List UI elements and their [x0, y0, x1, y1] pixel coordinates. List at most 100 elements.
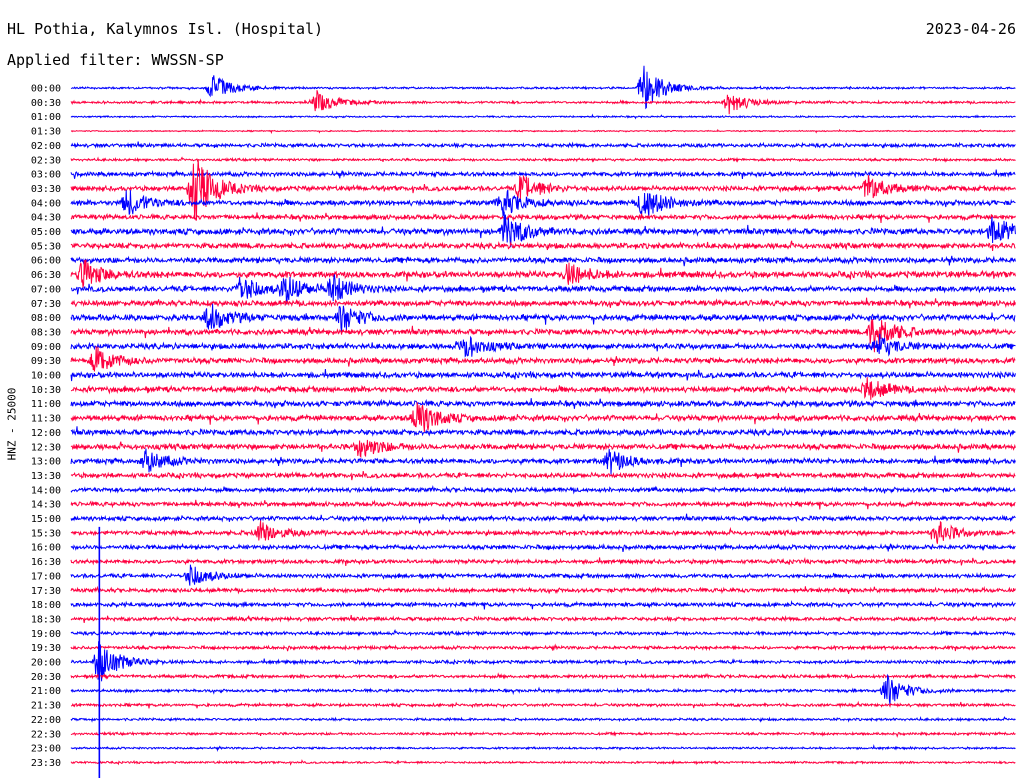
trace-line [70, 240, 1016, 251]
row-label: 01:30 [31, 127, 61, 138]
trace-line [70, 426, 1016, 438]
trace-line [70, 346, 1016, 372]
trace-line [70, 255, 1016, 267]
trace-line [70, 715, 1016, 723]
row-label: 01:00 [31, 112, 61, 123]
trace-line [70, 297, 1016, 309]
row-label: 09:00 [31, 342, 61, 353]
trace-line [70, 556, 1016, 566]
trace-line [70, 159, 1016, 221]
trace-line [70, 113, 1016, 120]
row-label: 18:30 [31, 614, 61, 625]
row-label: 17:00 [31, 571, 61, 582]
row-label: 05:00 [31, 227, 61, 238]
trace-line [70, 520, 1016, 544]
station-title: HL Pothia, Kalymnos Isl. (Hospital) [7, 20, 324, 38]
traces [70, 65, 1016, 778]
trace-line [70, 564, 1016, 586]
row-label: 06:30 [31, 270, 61, 281]
row-label: 04:30 [31, 213, 61, 224]
row-label: 03:30 [31, 184, 61, 195]
row-label: 07:30 [31, 299, 61, 310]
row-label: 22:00 [31, 715, 61, 726]
row-label: 16:00 [31, 543, 61, 554]
trace-line [70, 333, 1016, 358]
trace-line [70, 641, 1016, 682]
trace-line [71, 274, 1016, 305]
trace-line [70, 448, 1016, 475]
row-label: 15:30 [31, 528, 61, 539]
trace-line [70, 128, 1016, 135]
row-label: 13:00 [31, 457, 61, 468]
row-label: 00:00 [31, 84, 61, 95]
trace-line [70, 484, 1016, 495]
row-label: 06:00 [31, 256, 61, 267]
row-label: 18:00 [31, 600, 61, 611]
row-label: 14:30 [31, 500, 61, 511]
trace-line [70, 259, 1016, 288]
row-label: 19:00 [31, 629, 61, 640]
trace-line [70, 65, 1016, 110]
row-label: 08:30 [31, 327, 61, 338]
row-label: 02:30 [31, 155, 61, 166]
trace-line [70, 759, 1016, 766]
row-label: 20:00 [31, 658, 61, 669]
row-label: 04:00 [31, 198, 61, 209]
row-label: 09:30 [31, 356, 61, 367]
row-label: 15:00 [31, 514, 61, 525]
row-label: 13:30 [31, 471, 61, 482]
trace-line [70, 303, 1016, 333]
row-label: 07:00 [31, 284, 61, 295]
row-label: 20:30 [31, 672, 61, 683]
trace-line [70, 90, 1016, 115]
plot-date: 2023-04-26 [925, 20, 1016, 38]
row-label: 11:30 [31, 414, 61, 425]
trace-line [70, 499, 1016, 510]
row-label: 22:30 [31, 729, 61, 740]
trace-line [70, 189, 1016, 219]
trace-line [70, 629, 1016, 638]
trace-line [70, 398, 1016, 409]
row-label: 21:30 [31, 701, 61, 712]
row-label: 10:00 [31, 371, 61, 382]
trace-line [70, 470, 1016, 481]
trace-line [70, 673, 1016, 705]
trace-line [70, 730, 1016, 738]
trace-line [70, 211, 1016, 248]
row-label: 02:00 [31, 141, 61, 152]
row-label: 23:30 [31, 758, 61, 769]
row-label: 12:00 [31, 428, 61, 439]
trace-line [70, 156, 1016, 163]
trace-line [70, 318, 1016, 353]
trace-line [70, 169, 1016, 179]
row-label: 17:30 [31, 586, 61, 597]
trace-line [70, 212, 1016, 223]
trace-line [70, 377, 1016, 400]
trace-line [70, 643, 1016, 652]
trace-line [70, 672, 1016, 680]
row-labels: 00:00 00:30 01:00 01:30 02:00 02:30 03:00 03:30… [31, 84, 61, 769]
row-label: 23:00 [31, 744, 61, 755]
trace-line [70, 513, 1016, 524]
row-label: 08:00 [31, 313, 61, 324]
row-label: 00:30 [31, 98, 61, 109]
row-label: 05:30 [31, 241, 61, 252]
trace-line [70, 141, 1016, 149]
row-label: 14:00 [31, 485, 61, 496]
trace-line [70, 585, 1016, 595]
trace-line [70, 600, 1016, 610]
trace-line [70, 542, 1016, 552]
trace-line [70, 744, 1016, 752]
trace-line [70, 402, 1016, 432]
row-label: 16:30 [31, 557, 61, 568]
filter-label: Applied filter: WWSSN-SP [7, 51, 224, 69]
row-label: 11:00 [31, 399, 61, 410]
row-label: 03:00 [31, 170, 61, 181]
row-label: 10:30 [31, 385, 61, 396]
trace-line [71, 700, 1016, 709]
row-label: 12:30 [31, 442, 61, 453]
row-label: 21:00 [31, 686, 61, 697]
trace-line [70, 614, 1016, 623]
trace-line [70, 439, 1016, 459]
